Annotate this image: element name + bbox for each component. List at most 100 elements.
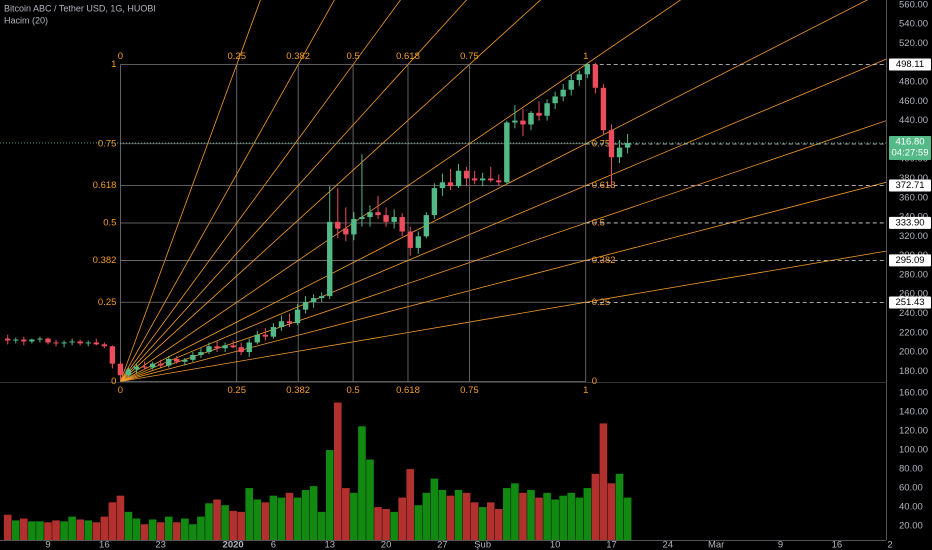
gann-fan-line <box>120 0 542 382</box>
volume-bar <box>519 492 527 540</box>
volume-bar <box>623 497 632 540</box>
volume-bar <box>309 486 318 540</box>
volume-bar <box>470 502 479 540</box>
volume-bar <box>261 502 270 540</box>
candle-body <box>246 342 252 353</box>
price-tag <box>889 216 931 229</box>
y-tick-label: 380.00 <box>899 173 928 184</box>
y-tick-label: 460.00 <box>899 96 928 107</box>
candle-body <box>528 112 534 125</box>
volume-tick-label: 80.00 <box>899 464 923 475</box>
candle-body <box>488 178 494 181</box>
y-tick-label: 220.00 <box>899 327 928 338</box>
volume-bar <box>607 483 616 540</box>
countdown-label: 04:27:59 <box>892 147 929 158</box>
volume-bar <box>221 505 229 540</box>
volume-bar <box>140 524 149 540</box>
x-tick-label: 17 <box>606 540 617 550</box>
candle-body <box>198 352 204 355</box>
gann-top-label: 0.382 <box>286 51 310 62</box>
volume-bar <box>406 469 415 540</box>
gann-left-label: 0.25 <box>98 297 117 308</box>
volume-bar <box>535 497 543 540</box>
gann-top-label: 0.75 <box>460 51 479 62</box>
gann-top-label: 0.5 <box>346 51 359 62</box>
volume-bar <box>414 505 423 540</box>
candle-body <box>5 338 11 341</box>
volume-tick-label: 140.00 <box>899 407 928 418</box>
volume-bar <box>197 516 205 540</box>
y-tick-label: 560.00 <box>899 0 928 10</box>
candle-body <box>53 342 59 344</box>
gann-fan-line <box>120 120 886 382</box>
price-tag <box>889 58 931 71</box>
candle-body <box>254 334 260 343</box>
gann-bottom-label: 0.25 <box>228 385 247 396</box>
price-tag-label: 372.71 <box>895 180 924 191</box>
volume-bar <box>164 516 173 540</box>
volume-bar <box>342 488 350 540</box>
volume-bar <box>446 495 455 540</box>
candle-body <box>536 112 542 116</box>
gann-top-label: 1 <box>583 51 588 62</box>
volume-bar <box>245 488 254 540</box>
candle-body <box>37 338 43 340</box>
volume-bar <box>350 492 358 540</box>
candle-body <box>166 358 172 366</box>
gann-fan-line <box>120 58 886 382</box>
volume-bar <box>44 522 52 540</box>
candle-body <box>504 122 510 183</box>
volume-bar <box>390 511 398 540</box>
gann-fan-line <box>120 0 468 382</box>
candle-body <box>21 339 27 342</box>
candle-body <box>318 296 325 299</box>
volume-bar <box>486 502 495 540</box>
y-tick-label: 240.00 <box>899 308 928 319</box>
volume-bar <box>213 499 221 540</box>
volume-bar <box>478 507 487 540</box>
candle-body <box>584 64 591 75</box>
candle-body <box>13 339 19 341</box>
candle-body <box>294 309 301 324</box>
volume-bar <box>60 521 68 540</box>
candle-body <box>125 369 132 376</box>
candle-body <box>61 342 67 344</box>
volume-bar <box>575 497 584 540</box>
candle-body <box>174 358 180 362</box>
gann-left-label: 1 <box>111 59 116 70</box>
candle-body <box>512 120 518 123</box>
volume-bar <box>438 489 447 540</box>
volume-bar <box>382 508 390 540</box>
candle-body <box>206 346 212 353</box>
gann-left-label: 0.5 <box>103 218 116 229</box>
candle-body <box>141 366 148 368</box>
x-tick-label: 6 <box>271 540 276 550</box>
candle-body <box>238 347 244 353</box>
volume-bar <box>132 518 141 540</box>
volume-bar <box>583 488 592 540</box>
x-tick-label: 24 <box>663 540 674 550</box>
volume-bar <box>28 521 36 540</box>
candle-body <box>616 147 623 158</box>
volume-bar <box>36 521 44 540</box>
volume-bar <box>462 492 471 540</box>
volume-bar <box>494 508 503 540</box>
x-tick-label: 9 <box>45 540 50 550</box>
volume-bar <box>189 524 197 540</box>
candle-body <box>93 342 99 345</box>
gann-fan-line <box>120 250 886 382</box>
candle-body <box>375 212 381 216</box>
candle-body <box>455 170 462 187</box>
volume-bar <box>277 497 286 540</box>
candle-body <box>310 298 317 302</box>
gann-fan-line <box>120 0 682 382</box>
price-tag-label: 333.90 <box>895 217 924 228</box>
candle-body <box>407 231 413 248</box>
price-tag-label: 498.11 <box>896 59 924 70</box>
volume-tick-label: 40.00 <box>899 502 923 513</box>
price-tag <box>889 179 931 192</box>
price-tag-label: 251.43 <box>895 297 924 308</box>
